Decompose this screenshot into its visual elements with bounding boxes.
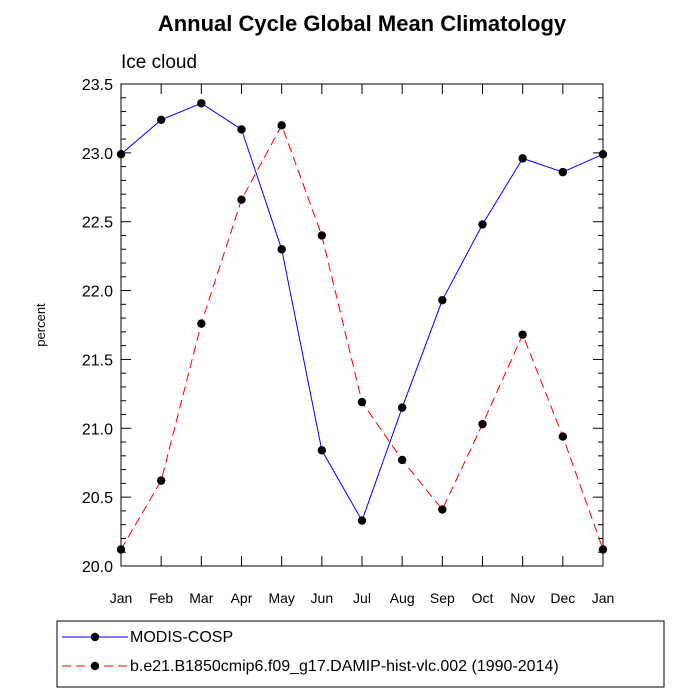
data-point-s1 [518,330,527,339]
plot-frame [120,83,604,567]
chart-subtitle: Ice cloud [121,52,197,73]
y-tick-label: 22.5 [82,215,113,232]
x-tick-label: Feb [149,590,173,606]
x-tick-label: Apr [231,590,253,606]
data-point-s1 [478,419,487,429]
x-tick-label: Sep [430,590,455,606]
data-point-s1 [277,121,286,130]
data-point-s0 [156,115,166,125]
y-tick-label: 22.0 [82,284,113,301]
x-tick-label: Jan [110,590,133,606]
y-tick-label: 23.5 [82,77,113,94]
legend-marker-0 [90,632,100,642]
data-point-s0 [277,245,286,254]
data-point-s1 [438,505,447,514]
data-point-s0 [357,516,367,525]
data-point-s1 [317,231,327,240]
legend-label-model: b.e21.B1850cmip6.f09_g17.DAMIP-hist-vlc.… [130,658,559,675]
data-point-s1 [197,319,206,328]
y-tick-label: 21.5 [82,352,113,369]
y-tick-label: 21.0 [82,421,113,438]
data-point-s1 [357,397,367,407]
legend-marker-1 [90,661,100,671]
data-point-s0 [438,296,447,305]
data-point-s1 [558,432,568,441]
x-tick-label: Oct [472,590,494,606]
y-tick-label: 20.5 [82,490,113,507]
y-axis-label: percent [33,303,48,347]
x-tick-label: May [268,590,294,606]
data-point-s0 [317,446,327,455]
data-point-s1 [397,455,407,465]
chart-title: Annual Cycle Global Mean Climatology [158,11,567,36]
series-line-1 [120,124,604,550]
x-tick-label: Jan [592,590,615,606]
x-tick-label: Mar [189,590,213,606]
x-tick-label: Aug [390,590,415,606]
data-point-s1 [237,195,246,204]
plot-area: 20.0 20.5 21.0 21.5 22.0 22.5 23.0 23.5 Jan Feb Ma… [82,77,614,606]
series-line-0 [120,102,604,522]
data-point-s0 [237,125,246,134]
data-point-s0 [518,154,527,163]
y-tick-label: 20.0 [82,559,113,576]
legend: MODIS-COSP b.e21.B1850cmip6.f09_g17.DAMI… [56,620,665,688]
legend-label-modis: MODIS-COSP [130,629,233,646]
x-tick-label: Nov [510,590,535,606]
x-tick-label: Jun [311,590,334,606]
y-tick-label: 23.0 [82,146,113,163]
data-point-s0 [558,167,568,177]
legend-box [56,620,665,688]
data-point-s1 [156,476,166,485]
data-point-s0 [478,220,487,229]
x-tick-label: Jul [353,590,371,606]
data-point-s0 [397,403,407,412]
x-tick-label: Dec [550,590,575,606]
data-point-s0 [197,99,206,108]
